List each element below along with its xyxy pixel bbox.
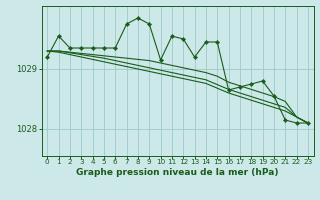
X-axis label: Graphe pression niveau de la mer (hPa): Graphe pression niveau de la mer (hPa)	[76, 168, 279, 177]
